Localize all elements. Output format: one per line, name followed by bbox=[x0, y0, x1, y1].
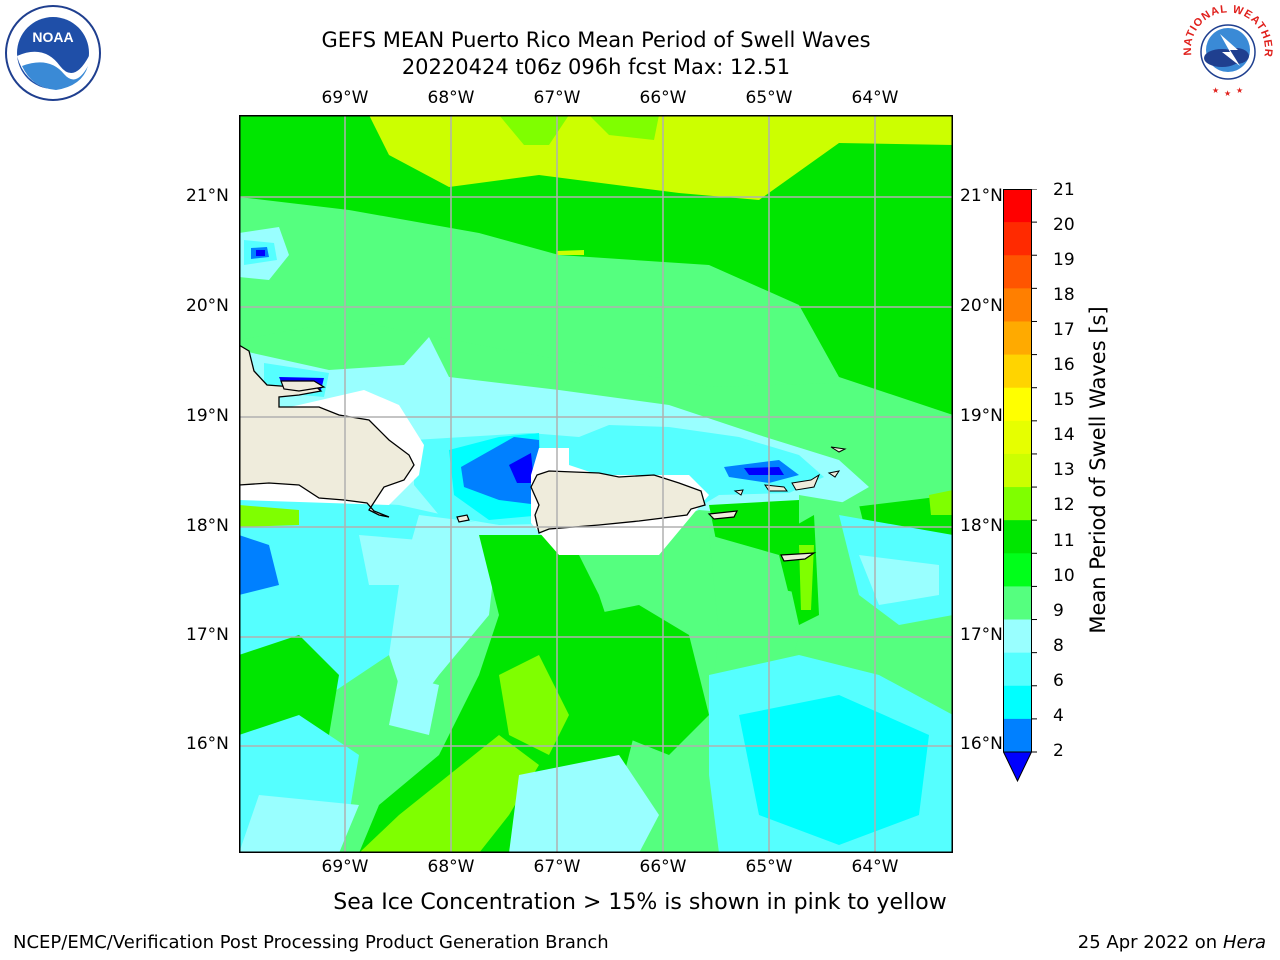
map-subtitle: 20220424 t06z 096h fcst Max: 12.51 bbox=[401, 55, 791, 79]
lon-label-top: 65°W bbox=[745, 88, 793, 108]
colorbar-band bbox=[1003, 652, 1032, 687]
colorbar-outline bbox=[1003, 189, 1032, 753]
lon-label-bottom: 67°W bbox=[533, 857, 581, 877]
colorbar-band bbox=[1003, 685, 1032, 720]
lat-label-left: 20°N bbox=[186, 296, 229, 316]
lat-label-right: 18°N bbox=[960, 516, 1003, 536]
lon-label-top: 64°W bbox=[851, 88, 899, 108]
colorbar-tick-label: 8 bbox=[1053, 636, 1064, 656]
lon-label-bottom: 65°W bbox=[745, 857, 793, 877]
colorbar-tick-label: 10 bbox=[1053, 566, 1075, 586]
lat-label-right: 17°N bbox=[960, 625, 1003, 645]
colorbar-band bbox=[1003, 487, 1032, 521]
lat-label-left: 17°N bbox=[186, 625, 229, 645]
colorbar-tick-label: 18 bbox=[1053, 285, 1075, 305]
colorbar-band bbox=[1003, 288, 1032, 322]
svg-text:★: ★ bbox=[1236, 86, 1243, 95]
lon-label-top: 67°W bbox=[533, 88, 581, 108]
lon-label-top: 66°W bbox=[639, 88, 687, 108]
lat-label-left: 16°N bbox=[186, 734, 229, 754]
colorbar-extend-arrow bbox=[1002, 751, 1033, 783]
lon-label-bottom: 68°W bbox=[427, 857, 475, 877]
colorbar-band bbox=[1003, 553, 1032, 587]
colorbar-band bbox=[1003, 321, 1032, 356]
svg-text:★: ★ bbox=[1224, 89, 1231, 98]
colorbar-tick-label: 9 bbox=[1053, 601, 1064, 621]
lat-label-right: 20°N bbox=[960, 296, 1003, 316]
noaa-logo-text: NOAA bbox=[32, 29, 73, 45]
sea-ice-caption: Sea Ice Concentration > 15% is shown in … bbox=[333, 890, 947, 915]
colorbar-band bbox=[1003, 520, 1032, 554]
colorbar-band bbox=[1003, 718, 1032, 753]
lat-label-left: 21°N bbox=[186, 186, 229, 206]
colorbar-tick-label: 19 bbox=[1053, 250, 1075, 270]
colorbar-tick-label: 2 bbox=[1053, 741, 1064, 761]
noaa-logo: NOAA bbox=[4, 4, 102, 102]
puerto-rico-land bbox=[530, 470, 706, 534]
colorbar-band bbox=[1003, 586, 1032, 621]
footer-date-text: 25 Apr 2022 on bbox=[1077, 932, 1223, 953]
colorbar bbox=[1002, 188, 1037, 784]
colorbar-tick-label: 4 bbox=[1053, 706, 1064, 726]
lon-label-top: 69°W bbox=[321, 88, 369, 108]
lat-label-right: 21°N bbox=[960, 186, 1003, 206]
colorbar-title: Mean Period of Swell Waves [s] bbox=[1086, 306, 1110, 634]
lon-label-top: 68°W bbox=[427, 88, 475, 108]
colorbar-tick-label: 14 bbox=[1053, 425, 1075, 445]
lat-label-left: 18°N bbox=[186, 516, 229, 536]
lat-label-left: 19°N bbox=[186, 406, 229, 426]
lon-label-bottom: 66°W bbox=[639, 857, 687, 877]
colorbar-band bbox=[1003, 255, 1032, 289]
colorbar-tick-label: 11 bbox=[1053, 531, 1075, 551]
lat-label-right: 16°N bbox=[960, 734, 1003, 754]
colorbar-band bbox=[1003, 420, 1032, 455]
colorbar-band bbox=[1003, 354, 1032, 389]
colorbar-tick-label: 13 bbox=[1053, 460, 1075, 480]
svg-text:★: ★ bbox=[1212, 86, 1219, 95]
colorbar-tick-label: 21 bbox=[1053, 180, 1075, 200]
colorbar-tick-label: 12 bbox=[1053, 495, 1075, 515]
lon-label-bottom: 69°W bbox=[321, 857, 369, 877]
colorbar-tick-label: 6 bbox=[1053, 671, 1064, 691]
map-title: GEFS MEAN Puerto Rico Mean Period of Swe… bbox=[321, 28, 871, 52]
nws-logo: NATIONAL WEATHER SERVICE ★ ★ ★ bbox=[1174, 0, 1278, 100]
footer-date: 25 Apr 2022 on Hera bbox=[1078, 932, 1266, 953]
colorbar-tick-label: 16 bbox=[1053, 355, 1075, 375]
lat-label-right: 19°N bbox=[960, 406, 1003, 426]
colorbar-band bbox=[1003, 189, 1032, 223]
swell-period-map[interactable] bbox=[238, 115, 953, 853]
colorbar-band bbox=[1003, 619, 1032, 654]
footer-host: Hera bbox=[1222, 932, 1266, 953]
colorbar-band bbox=[1003, 453, 1032, 488]
lon-label-bottom: 64°W bbox=[851, 857, 899, 877]
colorbar-band bbox=[1003, 387, 1032, 422]
colorbar-tick-label: 17 bbox=[1053, 320, 1075, 340]
colorbar-band bbox=[1003, 222, 1032, 256]
footer-credit: NCEP/EMC/Verification Post Processing Pr… bbox=[13, 932, 609, 953]
colorbar-tick-label: 20 bbox=[1053, 215, 1075, 235]
colorbar-tick-label: 15 bbox=[1053, 390, 1075, 410]
